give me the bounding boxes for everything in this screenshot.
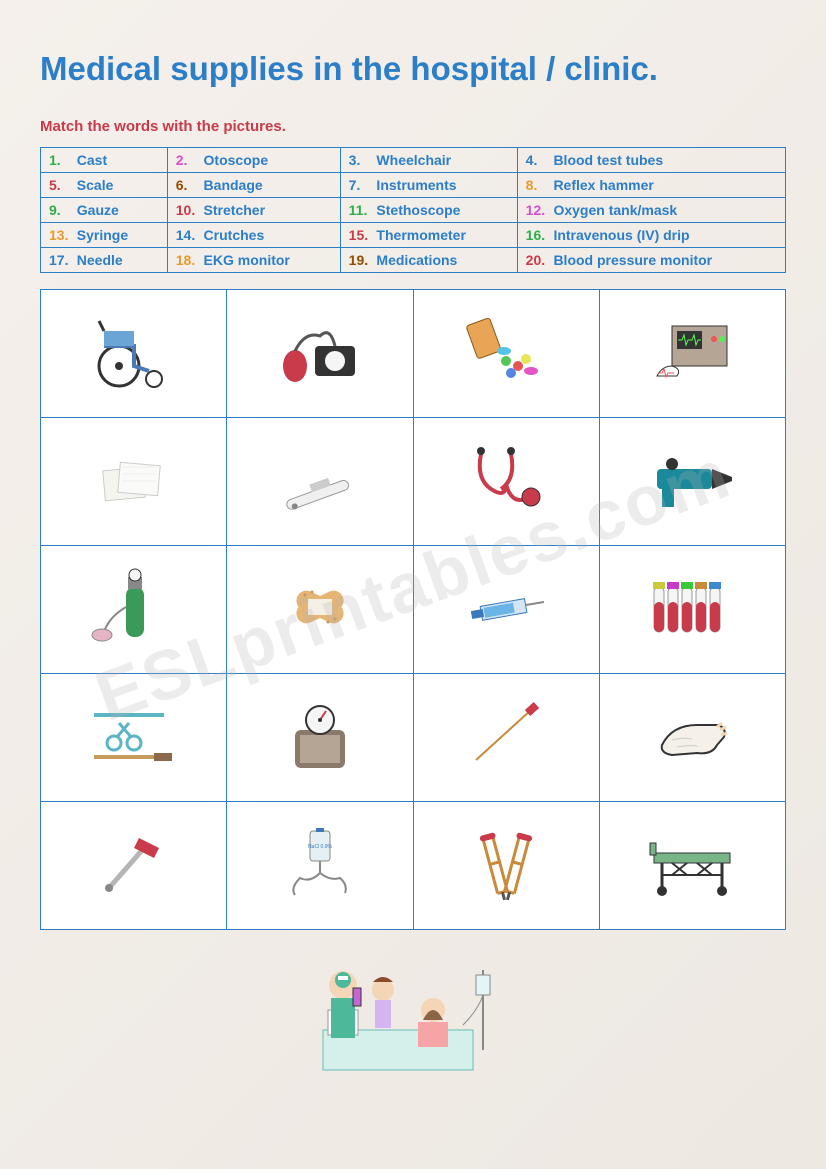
picture-cell-needle: [413, 674, 599, 802]
vocabulary-cell: 18. EKG monitor: [167, 248, 340, 273]
picture-cell-reflex-hammer: [41, 802, 227, 930]
vocabulary-cell: 20. Blood pressure monitor: [517, 248, 785, 273]
instruction-text: Match the words with the pictures.: [40, 118, 786, 135]
vocabulary-cell: 10. Stretcher: [167, 198, 340, 223]
vocabulary-cell: 12. Oxygen tank/mask: [517, 198, 785, 223]
vocabulary-table: 1. Cast2. Otoscope3. Wheelchair4. Blood …: [40, 147, 786, 273]
picture-cell-thermometer: [227, 418, 413, 546]
vocabulary-cell: 16. Intravenous (IV) drip: [517, 223, 785, 248]
vocabulary-cell: 15. Thermometer: [340, 223, 517, 248]
picture-cell-crutches: [413, 802, 599, 930]
vocabulary-cell: 3. Wheelchair: [340, 148, 517, 173]
vocabulary-cell: 6. Bandage: [167, 173, 340, 198]
picture-cell-ekg-monitor: [599, 290, 785, 418]
picture-cell-wheelchair: [41, 290, 227, 418]
vocabulary-cell: 17. Needle: [41, 248, 168, 273]
vocabulary-cell: 2. Otoscope: [167, 148, 340, 173]
vocabulary-cell: 13. Syringe: [41, 223, 168, 248]
picture-cell-gauze: [41, 418, 227, 546]
picture-cell-blood-tubes: [599, 546, 785, 674]
picture-cell-scale: [227, 674, 413, 802]
vocabulary-cell: 14. Crutches: [167, 223, 340, 248]
picture-cell-otoscope: [599, 418, 785, 546]
svg-text:NaCl 0.9%: NaCl 0.9%: [308, 844, 332, 850]
vocabulary-cell: 9. Gauze: [41, 198, 168, 223]
page-title: Medical supplies in the hospital / clini…: [40, 50, 786, 88]
footer-illustration: [40, 950, 786, 1095]
picture-cell-medications: [413, 290, 599, 418]
picture-cell-iv-drip: NaCl 0.9%: [227, 802, 413, 930]
vocabulary-cell: 4. Blood test tubes: [517, 148, 785, 173]
picture-cell-instruments: [41, 674, 227, 802]
vocabulary-cell: 8. Reflex hammer: [517, 173, 785, 198]
vocabulary-cell: 11. Stethoscope: [340, 198, 517, 223]
picture-table: NaCl 0.9%: [40, 289, 786, 930]
picture-cell-cast: [599, 674, 785, 802]
picture-cell-stretcher: [599, 802, 785, 930]
picture-cell-stethoscope: [413, 418, 599, 546]
vocabulary-cell: 1. Cast: [41, 148, 168, 173]
vocabulary-cell: 5. Scale: [41, 173, 168, 198]
vocabulary-cell: 7. Instruments: [340, 173, 517, 198]
picture-cell-syringe: [413, 546, 599, 674]
picture-cell-bandage: [227, 546, 413, 674]
picture-cell-bp-monitor: [227, 290, 413, 418]
picture-cell-oxygen-tank: [41, 546, 227, 674]
vocabulary-cell: 19. Medications: [340, 248, 517, 273]
